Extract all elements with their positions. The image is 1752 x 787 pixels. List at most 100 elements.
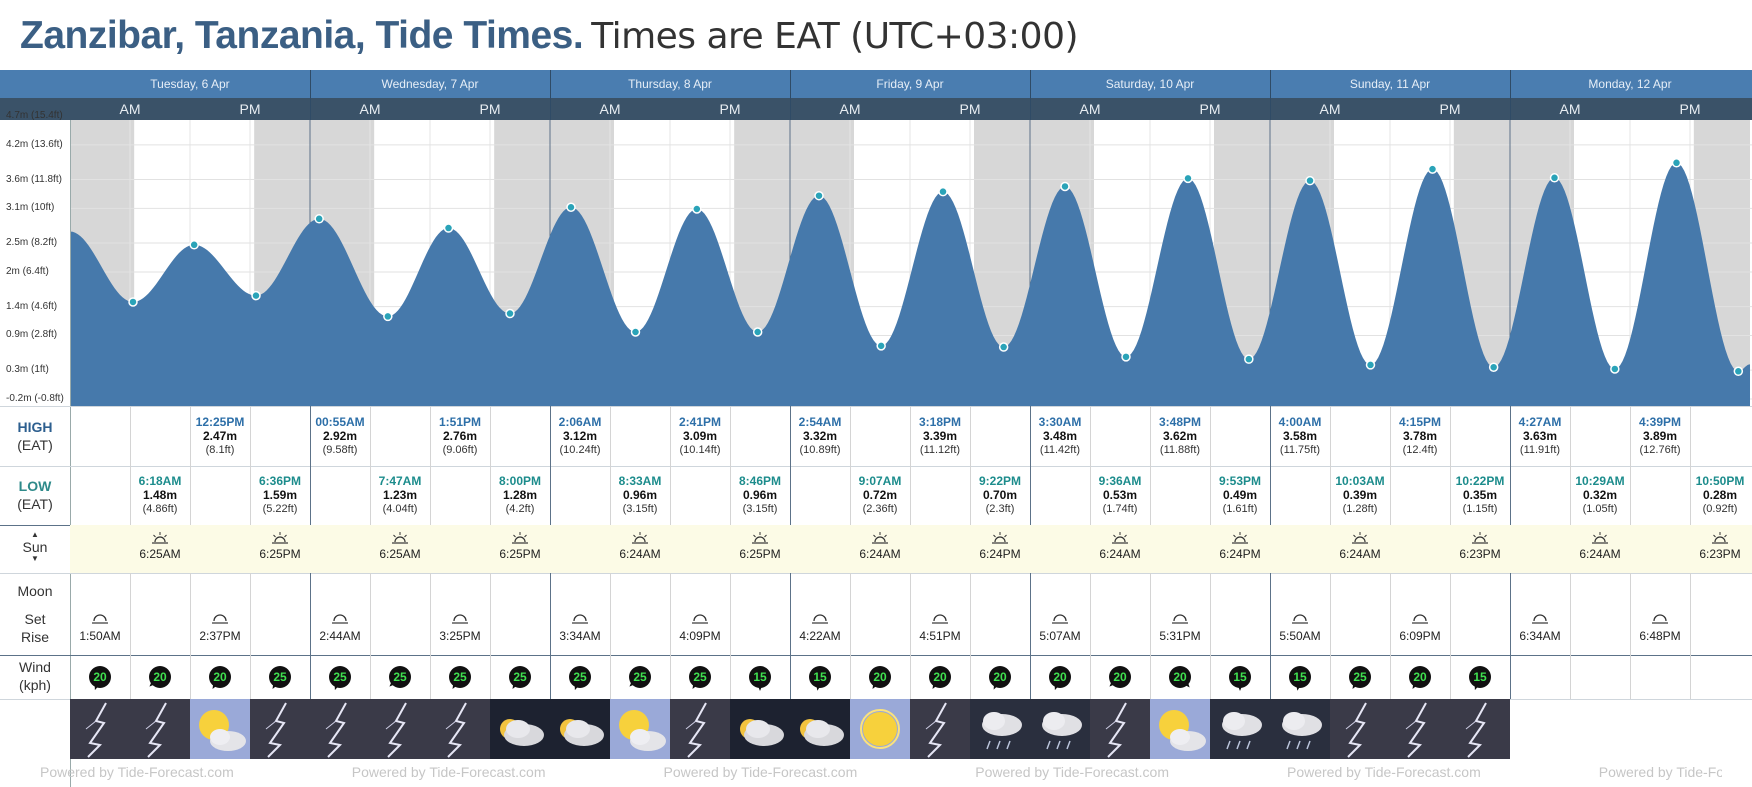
sunrise-icon xyxy=(872,532,888,544)
sunset-icon xyxy=(1712,532,1728,544)
sun-time: 6:25PM xyxy=(259,547,301,561)
moon-event-cell: 2:44AM xyxy=(310,611,370,643)
tide-time: 12:25PM xyxy=(195,415,245,429)
moon-time: 6:09PM xyxy=(1399,629,1441,643)
moon-row-label: Moon Set Rise xyxy=(0,582,70,646)
moon-time: 2:44AM xyxy=(319,629,361,643)
y-axis-label: 2.5m (8.2ft) xyxy=(6,237,58,249)
weather-storm-icon xyxy=(130,699,190,759)
tide-time: 10:22PM xyxy=(1455,474,1505,488)
moon-icon-wrap xyxy=(1510,611,1570,629)
weather-rain-icon xyxy=(1030,699,1090,759)
low-tide-point xyxy=(752,327,763,337)
weather-storm-icon xyxy=(1330,699,1390,759)
sun-time: 6:25PM xyxy=(499,547,541,561)
sun-event-cell: 6:25PM xyxy=(250,531,310,561)
tide-time: 10:50PM xyxy=(1695,474,1745,488)
tide-height-ft: (10.89ft) xyxy=(799,444,841,456)
low-tide-cell: 9:07AM 0.72m (2.36ft) xyxy=(850,474,910,516)
tide-height-ft: (9.58ft) xyxy=(322,444,358,456)
high-row-label: HIGH (EAT) xyxy=(0,418,70,454)
moonset-icon xyxy=(452,614,468,624)
sun-time: 6:24PM xyxy=(979,547,1021,561)
weather-storm-icon xyxy=(910,699,970,759)
tide-height-m: 0.49m xyxy=(1222,488,1258,502)
high-tide-point xyxy=(1671,158,1682,168)
wind-label: Wind xyxy=(19,659,51,675)
pm-header: PM xyxy=(1439,101,1461,117)
weather-cloud-icon xyxy=(550,699,610,759)
wind-cell: 20 xyxy=(144,658,176,692)
low-label: LOW xyxy=(18,478,52,494)
sunrise-icon xyxy=(1592,532,1608,544)
low-tide-point xyxy=(505,308,515,319)
moon-icon-wrap xyxy=(910,611,970,629)
low-tide-cell: 9:53PM 0.49m (1.61ft) xyxy=(1210,474,1270,516)
high-tide-point xyxy=(443,223,454,233)
day-header: Thursday, 8 Apr xyxy=(628,77,712,91)
wind-speed-badge: 15 xyxy=(1469,666,1491,688)
high-tide-point xyxy=(692,204,702,214)
day-header: Wednesday, 7 Apr xyxy=(381,77,479,91)
high-tide-point xyxy=(1427,164,1438,174)
wind-cell: 20 xyxy=(864,658,896,692)
weather-storm-icon xyxy=(430,699,490,759)
footer-credit: Powered by Tide-Forecast.com xyxy=(40,764,234,780)
day-separator xyxy=(550,70,551,120)
moon-event-cell: 5:07AM xyxy=(1030,611,1090,643)
wind-speed-badge: 20 xyxy=(1049,666,1071,688)
tide-height-m: 3.48m xyxy=(1042,429,1078,443)
weather-storm-icon xyxy=(70,699,130,759)
wind-cell: 25 xyxy=(384,658,416,692)
high-tz-label: (EAT) xyxy=(17,437,53,453)
wind-cell: 15 xyxy=(744,658,776,692)
day-header: Sunday, 11 Apr xyxy=(1349,77,1431,91)
low-tide-cell: 6:18AM 1.48m (4.86ft) xyxy=(130,474,190,516)
tide-height-ft: (12.4ft) xyxy=(1402,444,1438,456)
tide-height-m: 0.53m xyxy=(1102,488,1138,502)
sun-icon-wrap xyxy=(1210,531,1270,547)
tide-height-m: 3.63m xyxy=(1522,429,1558,443)
tide-height-m: 1.48m xyxy=(142,488,178,502)
y-axis-label: 0.9m (2.8ft) xyxy=(6,329,58,341)
am-header: AM xyxy=(599,101,621,117)
moon-time: 6:48PM xyxy=(1639,629,1681,643)
wind-speed-badge: 15 xyxy=(749,666,771,688)
moon-event-cell: 4:22AM xyxy=(790,611,850,643)
page-title: Zanzibar, Tanzania, Tide Times. Times are… xyxy=(20,12,1079,62)
sun-event-cell: 6:25PM xyxy=(730,531,790,561)
sun-icon-wrap xyxy=(610,531,670,547)
tide-time: 8:00PM xyxy=(498,474,542,488)
wind-speed-badge: 25 xyxy=(269,666,291,688)
moon-icon-wrap xyxy=(1150,611,1210,629)
day-header: Friday, 9 Apr xyxy=(876,77,944,91)
weather-storm-icon xyxy=(1450,699,1510,759)
high-tide-point xyxy=(1549,173,1560,183)
moon-icon-wrap xyxy=(430,611,490,629)
tide-height-m: 0.72m xyxy=(862,488,898,502)
weather-storm-icon xyxy=(1390,699,1450,759)
sunrise-icon xyxy=(392,532,408,544)
moon-icon-wrap xyxy=(190,611,250,629)
tide-time: 9:07AM xyxy=(858,474,902,488)
tide-height-ft: (12.76ft) xyxy=(1639,444,1681,456)
moon-time: 3:25PM xyxy=(439,629,481,643)
weather-sun-icon xyxy=(850,699,910,759)
tide-height-ft: (1.05ft) xyxy=(1582,503,1618,515)
high-tide-cell: 2:41PM 3.09m (10.14ft) xyxy=(670,415,730,457)
wind-row-label: Wind (kph) xyxy=(0,658,70,694)
y-axis-label: 1.4m (4.6ft) xyxy=(6,300,58,312)
weather-rain-icon xyxy=(1210,699,1270,759)
wind-speed-badge: 20 xyxy=(89,666,111,688)
tide-time: 8:33AM xyxy=(618,474,662,488)
low-tide-cell: 6:36PM 1.59m (5.22ft) xyxy=(250,474,310,516)
wind-cell: 25 xyxy=(444,658,476,692)
wind-cell: 15 xyxy=(1464,658,1496,692)
weather-cloud-icon xyxy=(730,699,790,759)
wind-cell: 20 xyxy=(984,658,1016,692)
am-header: AM xyxy=(119,101,141,117)
wind-speed-badge: 25 xyxy=(689,666,711,688)
sun-event-cell: 6:23PM xyxy=(1450,531,1510,561)
wind-unit-label: (kph) xyxy=(19,677,51,693)
day-separator xyxy=(1030,70,1031,120)
